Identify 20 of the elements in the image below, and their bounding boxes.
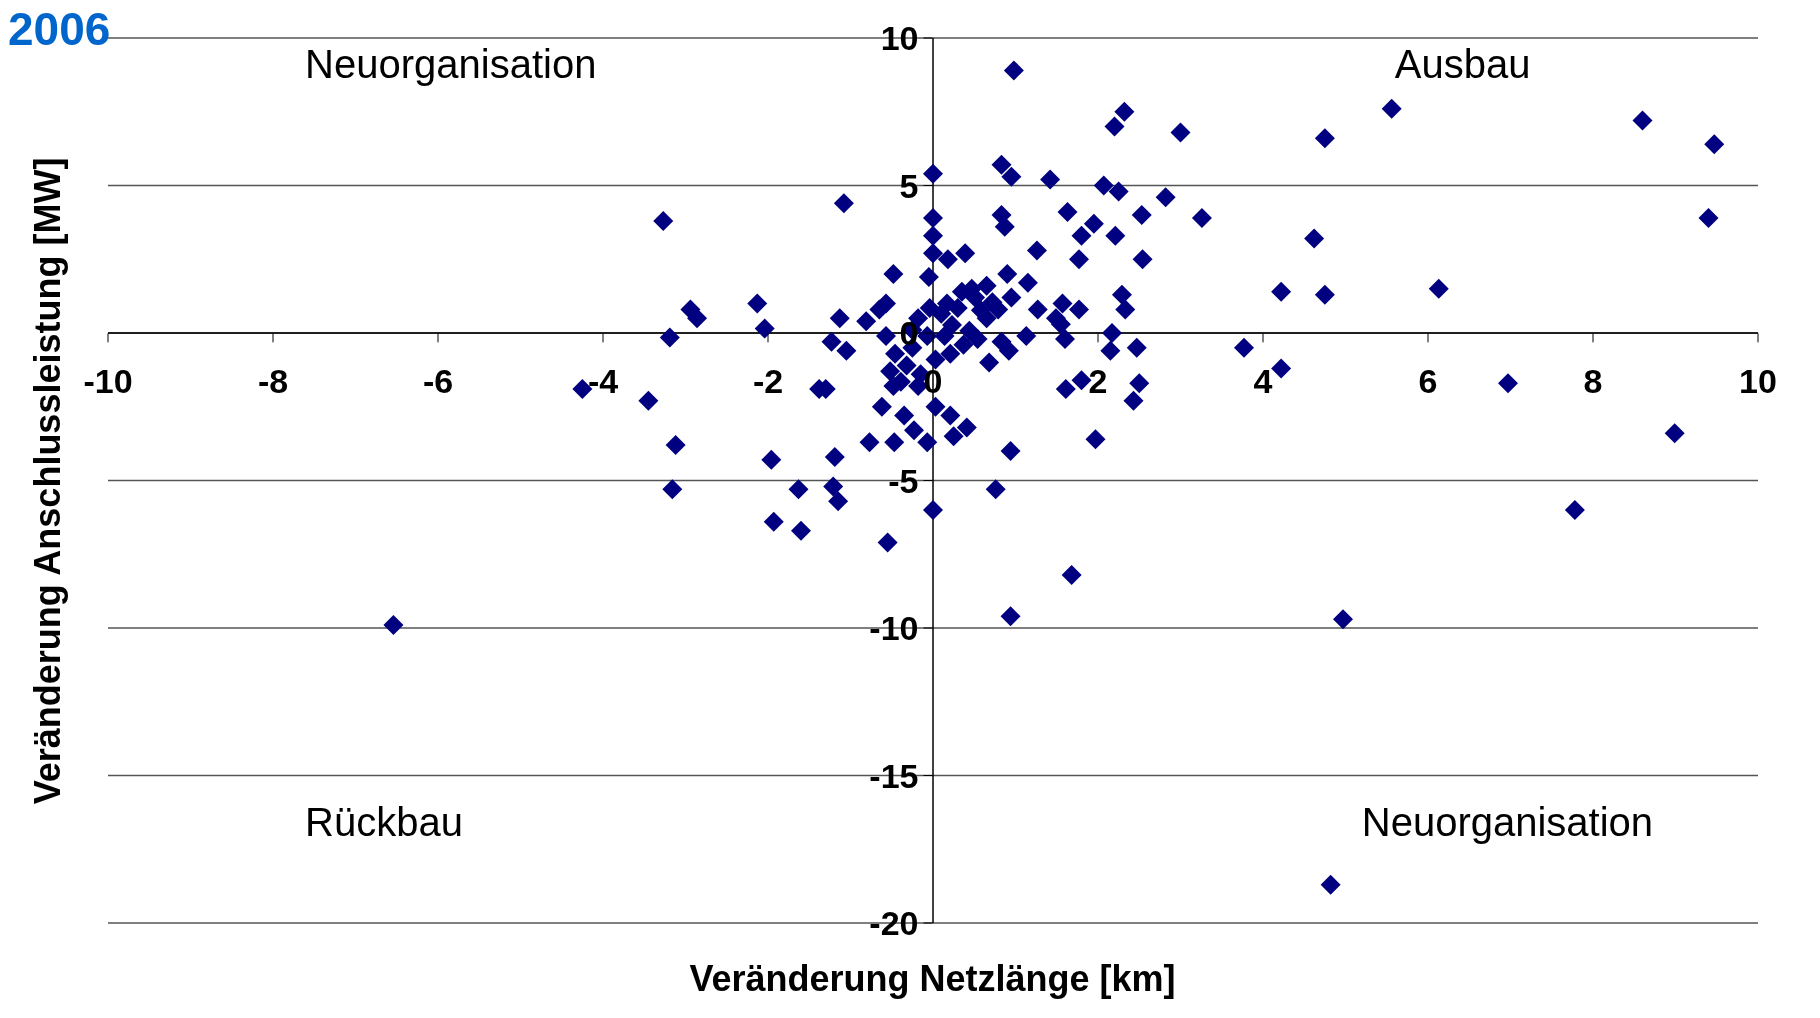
x-tick-label: 2 [1088, 362, 1108, 401]
y-tick-label: -20 [869, 904, 919, 942]
annotation: Rückbau [305, 799, 463, 845]
x-tick-label: -10 [83, 362, 133, 401]
x-tick-label: -4 [587, 362, 619, 401]
y-axis-title: Veränderung Anschlussleistung [MW] [27, 157, 69, 805]
x-axis-title: Veränderung Netzlänge [km] [688, 958, 1177, 1000]
x-tick-label: 6 [1418, 362, 1438, 401]
annotation: Neuorganisation [1361, 799, 1654, 845]
annotation: Ausbau [1394, 42, 1531, 87]
y-tick-label: -10 [869, 609, 919, 647]
chart-title: 2006 [8, 2, 111, 56]
y-tick-label: 10 [880, 19, 919, 57]
x-tick-label: 8 [1583, 362, 1603, 401]
x-tick-label: 10 [1739, 362, 1777, 401]
x-tick-label: -6 [422, 362, 454, 401]
x-tick-label: 4 [1253, 362, 1273, 401]
x-tick-label: -2 [752, 362, 784, 401]
annotation: Neuorganisation [305, 42, 597, 87]
x-tick-label: -8 [257, 362, 289, 401]
